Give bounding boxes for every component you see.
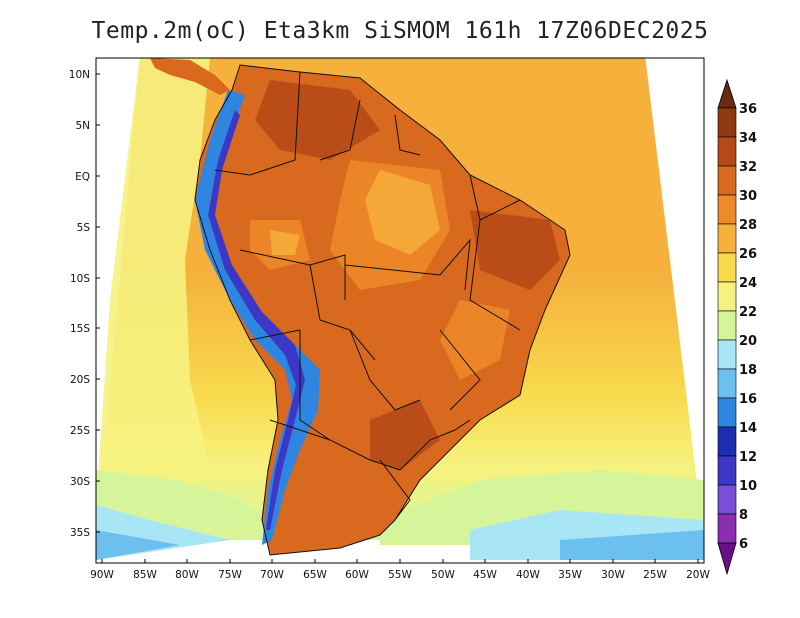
- lon-label: 35W: [558, 569, 582, 581]
- colorbar-swatch: [717, 368, 737, 399]
- colorbar-label: 34: [739, 131, 757, 146]
- colorbar-bottom-arrow: [717, 542, 737, 576]
- lat-label: 35S: [70, 527, 90, 539]
- hot-interior: [255, 80, 560, 470]
- colorbar-swatch: [717, 281, 737, 312]
- lon-label: 25W: [643, 569, 667, 581]
- longitude-labels: 90W 85W 80W 75W 70W 65W 60W 55W 50W 45W …: [90, 569, 710, 581]
- lat-label: EQ: [75, 171, 90, 183]
- colorbar-label: 28: [739, 218, 757, 233]
- colorbar-swatch: [717, 165, 737, 196]
- colorbar-swatch: [717, 194, 737, 225]
- colorbar-label: 12: [739, 450, 757, 465]
- lon-label: 90W: [90, 569, 114, 581]
- colorbar-label: 10: [739, 479, 757, 494]
- colorbar-label: 24: [739, 276, 757, 291]
- pacific-cool-band: [96, 58, 210, 505]
- latitude-labels: 10N 5N EQ 5S 10S 15S 20S 25S 30S 35S: [69, 69, 91, 539]
- colorbar-label: 36: [739, 102, 757, 117]
- colorbar-swatch: [717, 397, 737, 428]
- colorbar-swatch: [717, 484, 737, 515]
- lon-label: 50W: [431, 569, 455, 581]
- lon-label: 30W: [601, 569, 625, 581]
- colorbar-label: 22: [739, 305, 757, 320]
- lon-label: 20W: [686, 569, 710, 581]
- andes-peak: [208, 110, 305, 530]
- colorbar-swatch: [717, 252, 737, 283]
- far-south-deep-band: [96, 530, 704, 560]
- colorbar-label: 20: [739, 334, 757, 349]
- colorbar-swatch: [717, 426, 737, 457]
- colorbar-label: 8: [739, 508, 748, 523]
- map-title: Temp.2m(oC) Eta3km SiSMOM 161h 17Z06DEC2…: [91, 18, 709, 44]
- warm-interior-yellow: [270, 170, 440, 255]
- lat-label: 5S: [77, 222, 91, 234]
- colorbar-swatch: [717, 339, 737, 370]
- warm-interior: [250, 160, 510, 380]
- colorbar-swatch: [717, 455, 737, 486]
- latitude-axis: [96, 73, 100, 533]
- colorbar: 36 34 32 30 28 26 24 22 20 18 16 14 12 1…: [717, 78, 757, 576]
- lat-label: 20S: [70, 374, 90, 386]
- colorbar-swatch: [717, 107, 737, 138]
- longitude-axis: [101, 559, 699, 563]
- lat-label: 10N: [69, 69, 90, 81]
- country-borders: [194, 64, 571, 556]
- lat-label: 10S: [70, 273, 90, 285]
- colorbar-label: 6: [739, 537, 748, 552]
- colorbar-label: 30: [739, 189, 757, 204]
- lon-label: 60W: [345, 569, 369, 581]
- lon-label: 40W: [516, 569, 540, 581]
- colorbar-swatch: [717, 513, 737, 544]
- colorbar-label: 32: [739, 160, 757, 175]
- lon-label: 65W: [303, 569, 327, 581]
- map-area: [96, 58, 704, 560]
- colorbar-swatch: [717, 223, 737, 254]
- far-south-band: [96, 505, 704, 560]
- colorbar-label: 16: [739, 392, 757, 407]
- lon-label: 85W: [133, 569, 157, 581]
- colorbar-swatch: [717, 310, 737, 341]
- lat-label: 15S: [70, 323, 90, 335]
- colorbar-label: 18: [739, 363, 757, 378]
- lon-label: 80W: [175, 569, 199, 581]
- lon-label: 75W: [218, 569, 242, 581]
- colorbar-label: 14: [739, 421, 757, 436]
- lon-label: 45W: [473, 569, 497, 581]
- lat-label: 5N: [75, 120, 90, 132]
- colorbar-top-arrow: [717, 78, 737, 109]
- colorbar-label: 26: [739, 247, 757, 262]
- lat-label: 25S: [70, 425, 90, 437]
- lon-label: 70W: [260, 569, 284, 581]
- colorbar-swatch: [717, 136, 737, 167]
- central-america-land: [150, 58, 230, 95]
- lat-label: 30S: [70, 476, 90, 488]
- lon-label: 55W: [388, 569, 412, 581]
